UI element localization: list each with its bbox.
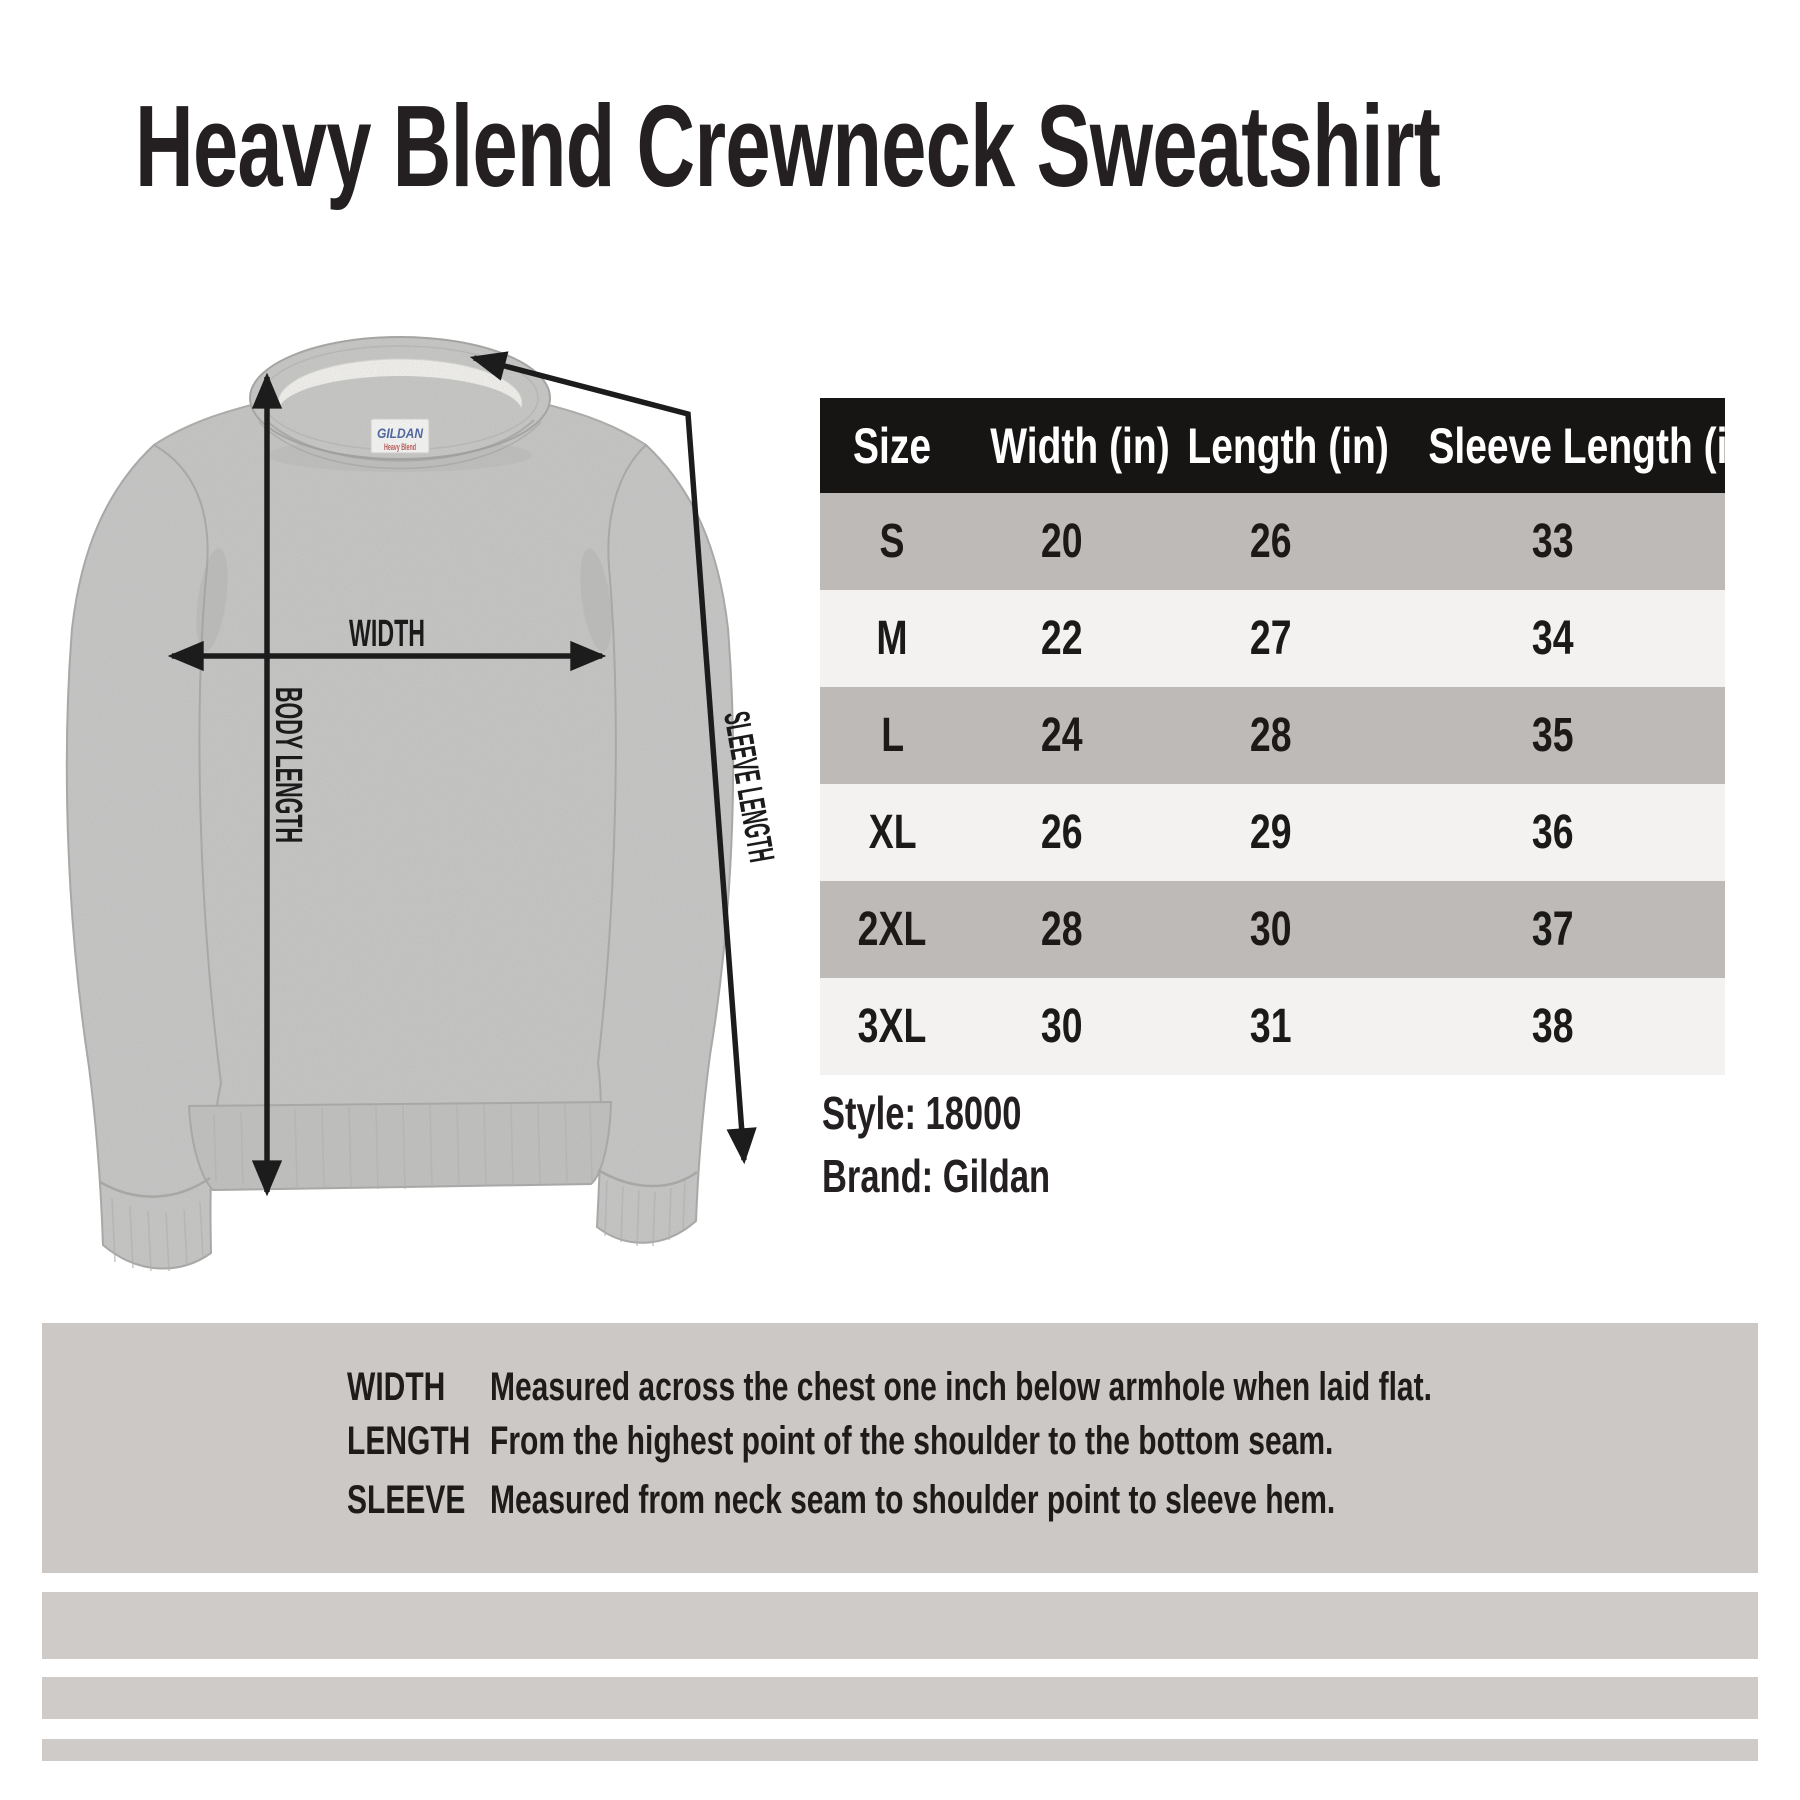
page-title-text: Heavy Blend Crewneck Sweatshirt	[135, 81, 1441, 211]
table-row: 2XL 28 30 37	[820, 881, 1725, 978]
definition-row-length: LENGTH From the highest point of the sho…	[347, 1419, 1614, 1464]
collar-front-band	[278, 376, 522, 448]
cell-sleeve: 38	[1532, 1000, 1574, 1053]
width-arrow-label: WIDTH	[349, 613, 425, 655]
cell-size: M	[876, 612, 908, 665]
size-chart-table: Size Width (in) Length (in) Sleeve Lengt…	[820, 398, 1765, 1075]
cell-width: 24	[1041, 709, 1083, 762]
header-cell-width: Width (in)	[990, 417, 1170, 474]
brand-line: Brand: Gildan	[822, 1150, 1051, 1202]
definition-description: Measured across the chest one inch below…	[490, 1365, 1432, 1409]
cell-width: 28	[1041, 903, 1083, 956]
definition-row-width: WIDTH Measured across the chest one inch…	[347, 1365, 1746, 1410]
sweatshirt-right-sleeve	[596, 444, 735, 1244]
table-row: 3XL 30 31 38	[820, 978, 1725, 1075]
sweatshirt-torso	[153, 401, 647, 1116]
cell-size: XL	[868, 806, 917, 859]
header-cell-length: Length (in)	[1187, 417, 1390, 474]
definition-term: LENGTH	[347, 1419, 471, 1463]
cell-sleeve: 34	[1532, 612, 1574, 665]
cell-sleeve: 33	[1532, 515, 1574, 568]
page-title: Heavy Blend Crewneck Sweatshirt	[135, 88, 1800, 204]
sweatshirt-illustration: GILDAN Heavy Blend	[65, 336, 735, 1272]
product-info: Style: 18000 Brand: Gildan	[822, 1082, 1126, 1208]
style-line: Style: 18000	[822, 1087, 1022, 1139]
decorative-bar	[42, 1677, 1758, 1719]
cell-length: 30	[1249, 903, 1292, 956]
cell-width: 20	[1041, 515, 1083, 568]
right-cuff-seam	[597, 1168, 698, 1188]
cell-width: 30	[1041, 1000, 1083, 1053]
body-length-arrow-label: BODY LENGTH	[267, 687, 309, 843]
measurement-definitions-box: WIDTH Measured across the chest one inch…	[42, 1323, 1758, 1573]
definition-row-sleeve: SLEEVE Measured from neck seam to should…	[347, 1478, 1617, 1523]
table-row: M 22 27 34	[820, 590, 1725, 687]
cell-length: 26	[1249, 515, 1292, 568]
decorative-bar	[42, 1592, 1758, 1659]
cell-length: 31	[1249, 1000, 1292, 1053]
cell-width: 26	[1041, 806, 1083, 859]
measurement-arrows	[167, 351, 757, 1197]
header-cell-sleeve-length: Sleeve Length (in)	[1428, 417, 1765, 474]
cell-width: 22	[1041, 612, 1083, 665]
neck-tag	[370, 418, 430, 454]
sleeve-length-arrow	[469, 351, 757, 1165]
definition-term: WIDTH	[347, 1365, 446, 1409]
cell-length: 28	[1249, 709, 1292, 762]
left-cuff-ribbing	[111, 1197, 204, 1272]
cell-size: L	[880, 709, 904, 762]
cell-size: 2XL	[858, 903, 927, 956]
cell-sleeve: 36	[1532, 806, 1574, 859]
cell-sleeve: 35	[1532, 709, 1574, 762]
header-cell-size: Size	[853, 417, 932, 474]
neck-tag-subtext: Heavy Blend	[384, 442, 416, 452]
decorative-bar	[42, 1739, 1758, 1761]
sweatshirt-hem-band	[188, 1101, 612, 1191]
definition-description: Measured from neck seam to shoulder poin…	[490, 1478, 1336, 1522]
neck-tag-brand-text: GILDAN	[377, 425, 424, 441]
left-armpit-shadow	[196, 548, 228, 652]
cell-size: S	[879, 515, 905, 568]
table-row: L 24 28 35	[820, 687, 1725, 784]
definition-description: From the highest point of the shoulder t…	[490, 1419, 1334, 1463]
definition-term: SLEEVE	[347, 1478, 466, 1522]
cell-sleeve: 37	[1532, 903, 1574, 956]
table-row: XL 26 29 36	[820, 784, 1725, 881]
left-cuff-seam	[99, 1176, 211, 1198]
table-row: S 20 26 33	[820, 493, 1725, 590]
cell-length: 27	[1249, 612, 1292, 665]
cell-size: 3XL	[858, 1000, 927, 1053]
size-chart-header-row: Size Width (in) Length (in) Sleeve Lengt…	[820, 398, 1765, 493]
cell-length: 29	[1249, 806, 1292, 859]
right-cuff-ribbing	[604, 1179, 686, 1247]
